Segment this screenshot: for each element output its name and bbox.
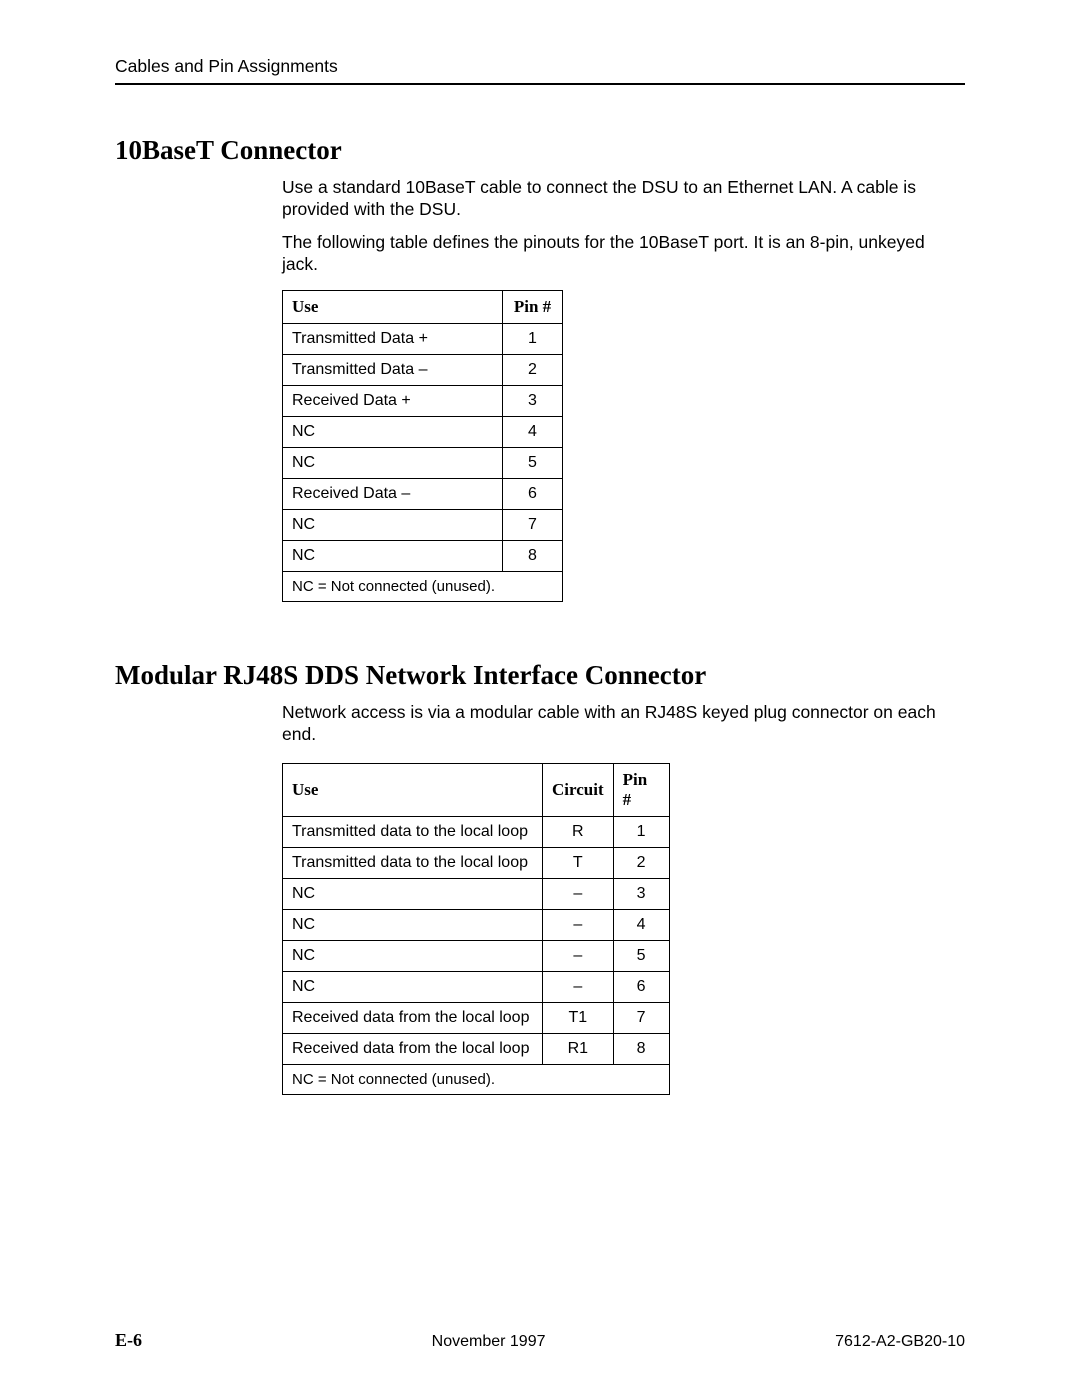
table-footnote-row: NC = Not connected (unused).	[283, 1065, 670, 1095]
cell-circuit: –	[543, 910, 614, 941]
cell-pin: 2	[613, 848, 669, 879]
cell-use: NC	[283, 448, 503, 479]
cell-pin: 8	[613, 1034, 669, 1065]
cell-use: NC	[283, 541, 503, 572]
cell-pin: 7	[503, 510, 563, 541]
cell-footnote: NC = Not connected (unused).	[283, 1065, 670, 1095]
cell-pin: 1	[613, 817, 669, 848]
cell-use: NC	[283, 417, 503, 448]
cell-footnote: NC = Not connected (unused).	[283, 572, 563, 602]
section1-para1: Use a standard 10BaseT cable to connect …	[282, 177, 950, 221]
cell-use: Transmitted Data –	[283, 355, 503, 386]
table-row: NC–6	[283, 972, 670, 1003]
section2-para1: Network access is via a modular cable wi…	[282, 702, 950, 746]
cell-use: Transmitted data to the local loop	[283, 848, 543, 879]
cell-circuit: –	[543, 972, 614, 1003]
table-header-row: Use Pin #	[283, 291, 563, 324]
table-row: NC8	[283, 541, 563, 572]
cell-circuit: T1	[543, 1003, 614, 1034]
page-header: Cables and Pin Assignments	[115, 56, 965, 85]
cell-pin: 6	[503, 479, 563, 510]
cell-use: Transmitted data to the local loop	[283, 817, 543, 848]
table-row: Transmitted Data –2	[283, 355, 563, 386]
table-row: NC–4	[283, 910, 670, 941]
section1-heading: 10BaseT Connector	[115, 135, 342, 166]
section1-table: Use Pin # Transmitted Data +1 Transmitte…	[282, 290, 563, 602]
table-row: Transmitted Data +1	[283, 324, 563, 355]
table-row: Received data from the local loopR18	[283, 1034, 670, 1065]
cell-pin: 3	[503, 386, 563, 417]
cell-pin: 2	[503, 355, 563, 386]
table-row: NC–5	[283, 941, 670, 972]
col-use: Use	[283, 291, 503, 324]
table-row: Transmitted data to the local loopR1	[283, 817, 670, 848]
table-row: Transmitted data to the local loopT2	[283, 848, 670, 879]
page: Cables and Pin Assignments 10BaseT Conne…	[0, 0, 1080, 1397]
cell-pin: 3	[613, 879, 669, 910]
cell-circuit: R	[543, 817, 614, 848]
footer-doc-number: 7612-A2-GB20-10	[835, 1333, 965, 1351]
table-header-row: Use Circuit Pin #	[283, 764, 670, 817]
cell-use: Received data from the local loop	[283, 1003, 543, 1034]
cell-use: Received Data –	[283, 479, 503, 510]
col-pin: Pin #	[503, 291, 563, 324]
cell-pin: 4	[503, 417, 563, 448]
col-use: Use	[283, 764, 543, 817]
cell-circuit: –	[543, 879, 614, 910]
table-row: NC–3	[283, 879, 670, 910]
footer-page-number: E-6	[115, 1330, 142, 1351]
section2-table: Use Circuit Pin # Transmitted data to th…	[282, 763, 670, 1095]
page-footer: E-6 November 1997 7612-A2-GB20-10	[115, 1330, 965, 1351]
section1-para2: The following table defines the pinouts …	[282, 232, 950, 276]
cell-use: NC	[283, 972, 543, 1003]
cell-pin: 5	[503, 448, 563, 479]
table-row: Received Data –6	[283, 479, 563, 510]
table-footnote-row: NC = Not connected (unused).	[283, 572, 563, 602]
header-title: Cables and Pin Assignments	[115, 56, 338, 76]
cell-pin: 6	[613, 972, 669, 1003]
cell-circuit: R1	[543, 1034, 614, 1065]
cell-use: Transmitted Data +	[283, 324, 503, 355]
cell-pin: 5	[613, 941, 669, 972]
table-row: Received Data +3	[283, 386, 563, 417]
cell-use: Received Data +	[283, 386, 503, 417]
cell-pin: 8	[503, 541, 563, 572]
cell-pin: 7	[613, 1003, 669, 1034]
col-circuit: Circuit	[543, 764, 614, 817]
table-row: NC4	[283, 417, 563, 448]
cell-use: NC	[283, 510, 503, 541]
table-row: Received data from the local loopT17	[283, 1003, 670, 1034]
cell-use: NC	[283, 879, 543, 910]
cell-use: NC	[283, 910, 543, 941]
cell-use: NC	[283, 941, 543, 972]
footer-date: November 1997	[432, 1333, 546, 1351]
table-row: NC7	[283, 510, 563, 541]
section2-heading: Modular RJ48S DDS Network Interface Conn…	[115, 660, 706, 691]
cell-circuit: T	[543, 848, 614, 879]
col-pin: Pin #	[613, 764, 669, 817]
cell-pin: 1	[503, 324, 563, 355]
cell-use: Received data from the local loop	[283, 1034, 543, 1065]
cell-circuit: –	[543, 941, 614, 972]
table-row: NC5	[283, 448, 563, 479]
cell-pin: 4	[613, 910, 669, 941]
